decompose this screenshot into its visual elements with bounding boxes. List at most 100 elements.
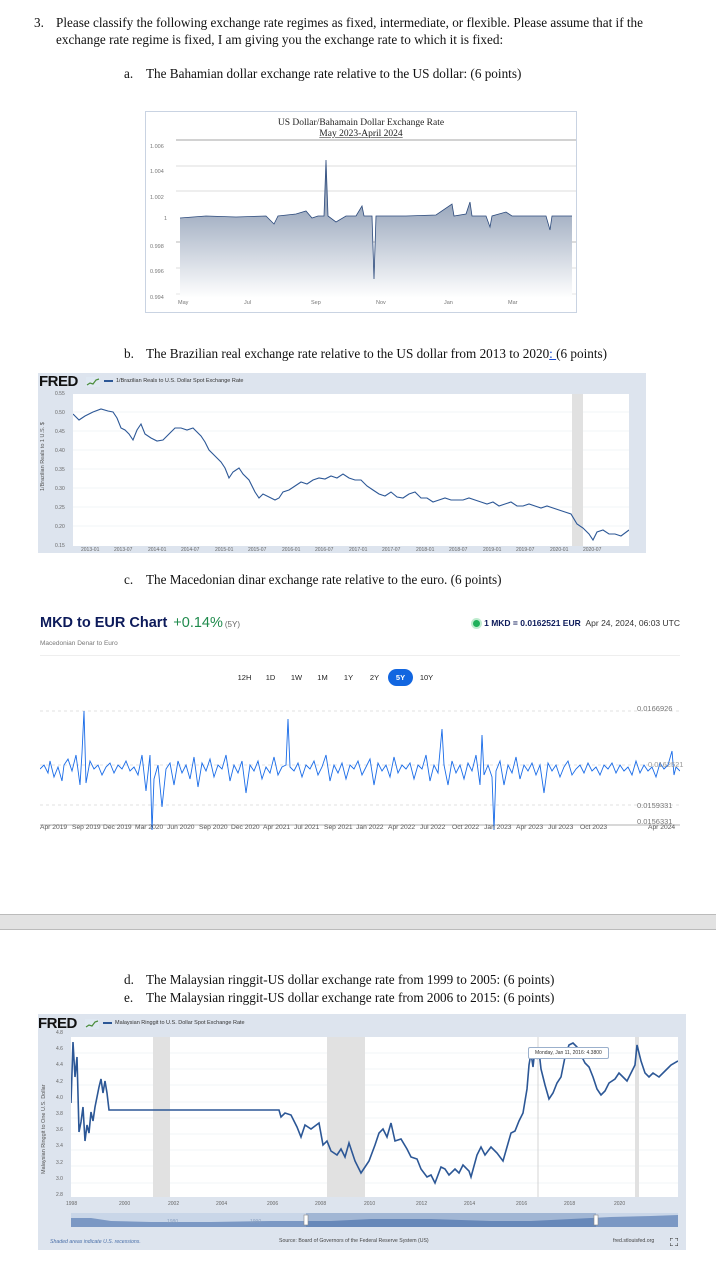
fred-logo: FRED: [39, 373, 78, 390]
bahamian-dollar-chart: US Dollar/Bahamain Dollar Exchange Rate …: [145, 111, 577, 313]
inline-link[interactable]: :: [549, 346, 557, 361]
x-tick: Apr 2023: [516, 824, 544, 831]
divider-line: [40, 655, 680, 656]
x-tick: 2017-07: [382, 547, 401, 553]
y-tick: 1.006: [150, 144, 164, 150]
part-text: The Macedonian dinar exchange rate relat…: [146, 572, 502, 587]
x-tick: Apr 2022: [388, 824, 416, 831]
chart-title: MKD to EUR Chart: [40, 615, 168, 631]
x-tick: Oct 2022: [452, 824, 480, 831]
x-tick: 2015-07: [248, 547, 267, 553]
question-text: Please classify the following exchange r…: [56, 15, 644, 47]
live-indicator-icon: [473, 620, 481, 628]
range-2y-button[interactable]: 2Y: [369, 673, 380, 682]
y-tick: 0.50: [55, 410, 65, 416]
x-tick: Mar: [508, 300, 518, 306]
x-tick: Dec 2019: [103, 824, 132, 831]
navigator-left-handle: [303, 1214, 309, 1226]
range-12h-button[interactable]: 12H: [237, 673, 252, 682]
x-tick: 2017-01: [349, 547, 368, 553]
x-tick: 2018-07: [449, 547, 468, 553]
y-tick: 3.0: [56, 1176, 63, 1182]
x-tick: Mar 2020: [135, 824, 164, 831]
x-tick: Jun 2020: [167, 824, 195, 831]
x-tick: Jan 2022: [356, 824, 384, 831]
x-tick: 2013-07: [114, 547, 133, 553]
x-tick: 2013-01: [81, 547, 100, 553]
y-tick: 0.40: [55, 448, 65, 454]
plot-area: [72, 394, 630, 546]
malaysia-fred-chart: FRED Malaysian Ringgit to U.S. Dollar Sp…: [38, 1014, 686, 1250]
fred-url-link[interactable]: fred.stlouisfed.org: [613, 1238, 655, 1244]
mkd-chart-title: MKD to EUR Chart +0.14% (5Y): [40, 615, 240, 631]
page-break: [0, 914, 716, 930]
part-label: b.: [124, 346, 134, 361]
recession-shading: [572, 394, 583, 546]
part-d: d. The Malaysian ringgit-US dollar exchan…: [124, 972, 554, 988]
source-note: Source: Board of Governors of the Federa…: [279, 1238, 429, 1244]
range-5y-button[interactable]: 5Y: [388, 669, 413, 686]
part-text: The Brazilian real exchange rate relativ…: [146, 346, 550, 361]
x-tick: Sep 2020: [199, 824, 228, 831]
x-tick: 2002: [168, 1201, 180, 1207]
x-tick: Apr 2024: [648, 824, 676, 831]
range-selector: 12H 1D 1W 1M 1Y 2Y 5Y 10Y: [232, 669, 440, 686]
y-label-low: 0.0159331: [637, 801, 673, 810]
navigator-label: 1980: [167, 1219, 179, 1225]
question-3: 3. Please classify the following exchang…: [34, 14, 696, 48]
y-tick: 0.20: [55, 524, 65, 530]
x-tick: 2012: [416, 1201, 428, 1207]
y-tick: 0.35: [55, 467, 65, 473]
part-c: c. The Macedonian dinar exchange rate rel…: [124, 572, 502, 588]
part-label: d.: [124, 972, 134, 987]
recession-shading: [153, 1037, 170, 1197]
y-tick: 2.8: [56, 1192, 63, 1198]
x-tick: Jul 2023: [548, 824, 574, 831]
bahamian-plot: [176, 139, 576, 298]
brazil-fred-chart: FRED 1/Brazilian Reals to U.S. Dollar Sp…: [38, 373, 646, 553]
y-tick: 3.2: [56, 1160, 63, 1166]
y-tick: 3.8: [56, 1111, 63, 1117]
y-tick: 0.994: [150, 295, 164, 301]
range-1w-button[interactable]: 1W: [290, 673, 303, 682]
x-tick: Oct 2023: [580, 824, 608, 831]
y-tick: 1.002: [150, 195, 164, 201]
fullscreen-icon[interactable]: [670, 1238, 678, 1246]
y-axis-label: Malaysian Ringgit to One U.S. Dollar: [41, 1084, 47, 1174]
x-tick: 2014: [464, 1201, 476, 1207]
y-tick: 4.8: [56, 1030, 63, 1036]
x-tick: 2014-07: [181, 547, 200, 553]
y-label-bottom: 0.0156331: [637, 817, 673, 826]
rate-timestamp: Apr 24, 2024, 06:03 UTC: [585, 618, 680, 628]
x-tick: 2018: [564, 1201, 576, 1207]
y-tick: 0.998: [150, 244, 164, 250]
range-navigator[interactable]: [71, 1213, 678, 1227]
period-label: (5Y): [224, 620, 240, 629]
mkd-x-axis: Apr 2019 Sep 2019 Dec 2019 Mar 2020 Jun …: [40, 824, 680, 836]
range-1d-button[interactable]: 1D: [265, 673, 276, 682]
x-tick: 2010: [364, 1201, 376, 1207]
range-1y-button[interactable]: 1Y: [343, 673, 354, 682]
chart-legend: 1/Brazilian Reals to U.S. Dollar Spot Ex…: [104, 378, 243, 384]
recession-shading: [327, 1037, 365, 1197]
legend-label: Malaysian Ringgit to U.S. Dollar Spot Ex…: [115, 1020, 245, 1026]
x-tick: 2019-07: [516, 547, 535, 553]
chart-legend: Malaysian Ringgit to U.S. Dollar Spot Ex…: [103, 1020, 245, 1026]
x-tick: 1998: [66, 1201, 78, 1207]
range-10y-button[interactable]: 10Y: [419, 673, 434, 682]
y-tick: 4.4: [56, 1062, 63, 1068]
range-1m-button[interactable]: 1M: [317, 673, 328, 682]
part-text: The Malaysian ringgit-US dollar exchange…: [146, 990, 555, 1005]
x-tick: 2020-07: [583, 547, 602, 553]
navigator-label: 1990: [250, 1219, 262, 1225]
fred-graph-icon: [86, 377, 100, 387]
rate-value: 1 MKD = 0.0162521 EUR: [484, 618, 581, 628]
x-tick: Jul 2021: [294, 824, 320, 831]
malaysia-line: [70, 1037, 679, 1197]
x-tick: May: [178, 300, 189, 306]
x-tick: Sep: [311, 300, 321, 306]
recession-note: Shaded areas indicate U.S. recessions.: [50, 1239, 141, 1245]
y-tick: 4.0: [56, 1095, 63, 1101]
chart-title-line2: May 2023-April 2024: [319, 129, 403, 139]
y-tick: 4.6: [56, 1046, 63, 1052]
